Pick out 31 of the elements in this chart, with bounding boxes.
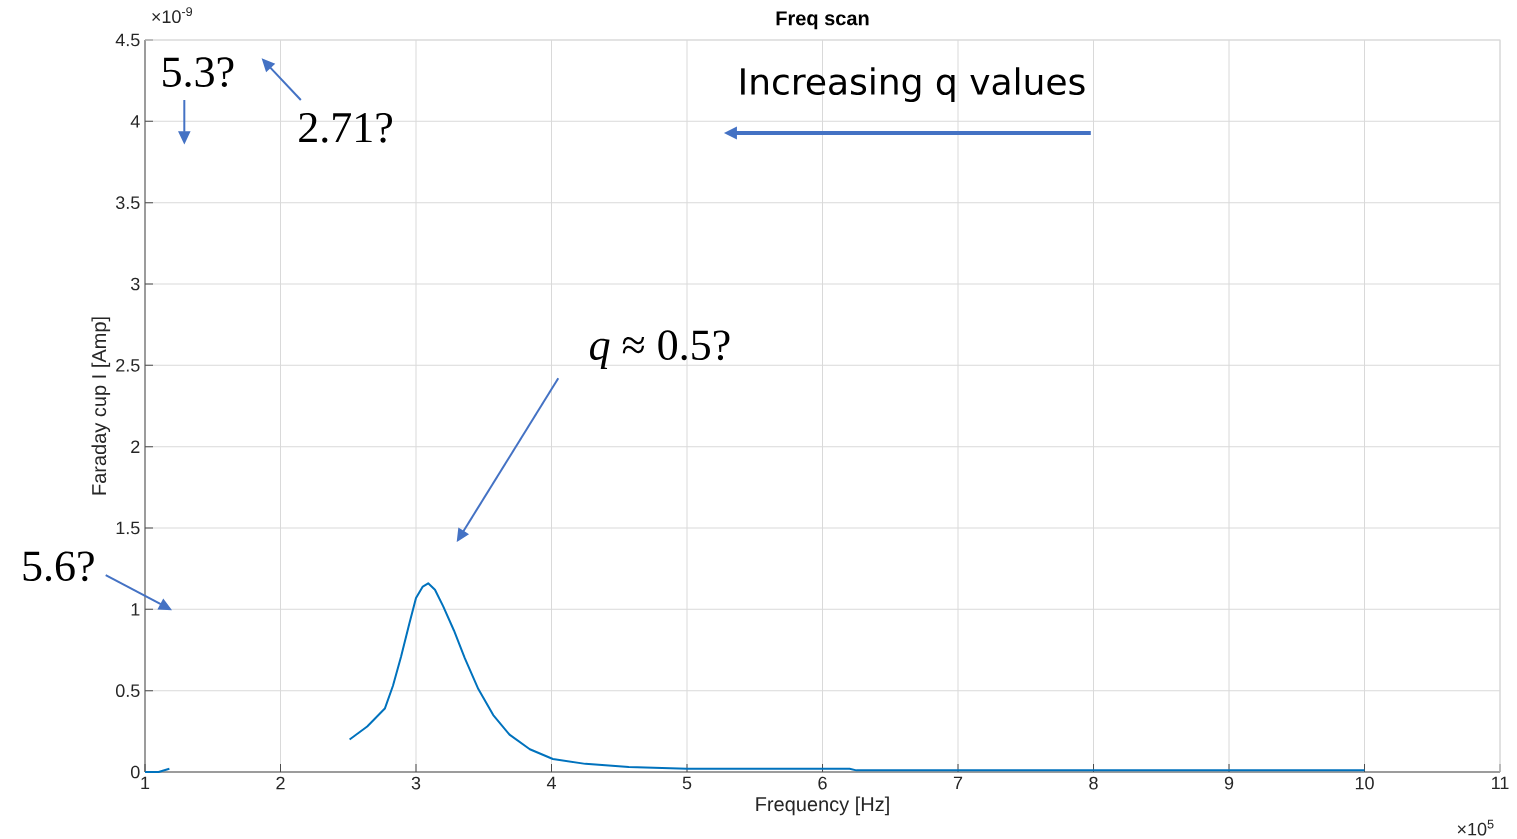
- y-tick-label: 0.5: [115, 684, 140, 698]
- y-tick-label: 2: [131, 440, 140, 453]
- x-tick-label: 5: [682, 776, 692, 790]
- y-tick-label: 3.5: [115, 196, 140, 210]
- text: ×10$^{-9}$: [152, 7, 193, 24]
- y-tick-label: 0: [130, 765, 140, 779]
- x-tick-label: 2: [276, 776, 285, 790]
- x-tick-label: 4: [546, 776, 556, 790]
- x-tick-label: 11: [1492, 776, 1509, 790]
- text: 5.6?: [23, 551, 94, 582]
- annotation: Increasing q values: [741, 67, 1085, 103]
- x-tick-label: 8: [1089, 776, 1098, 790]
- y-tick-label: 4: [130, 115, 140, 128]
- x-tick-label: 6: [818, 776, 827, 790]
- text: ×10$^{5}$: [1457, 819, 1494, 836]
- x-tick-label: 9: [1224, 776, 1234, 790]
- annotation: 2.71?: [299, 112, 392, 143]
- chart-title: Freq scan: [776, 11, 869, 30]
- x-tick-label: 1: [141, 776, 150, 790]
- y-tick-label: 3: [130, 277, 140, 291]
- y-tick-label: 4.5: [115, 33, 140, 47]
- annotation: q ≈ 0.5?: [590, 330, 730, 369]
- x-tick-label: 3: [411, 776, 421, 790]
- x-tick-label: 7: [953, 776, 963, 790]
- y-tick-label: 2.5: [116, 358, 140, 372]
- y-tick-label: 1.5: [116, 521, 140, 535]
- annotation: 5.3?: [163, 57, 234, 88]
- y-tick-label: 1: [131, 603, 140, 616]
- y-axis-title: Faraday cup I [Amp]: [91, 317, 111, 495]
- x-tick-label: 10: [1355, 776, 1374, 790]
- x-axis-title: Frequency [Hz]: [756, 796, 889, 816]
